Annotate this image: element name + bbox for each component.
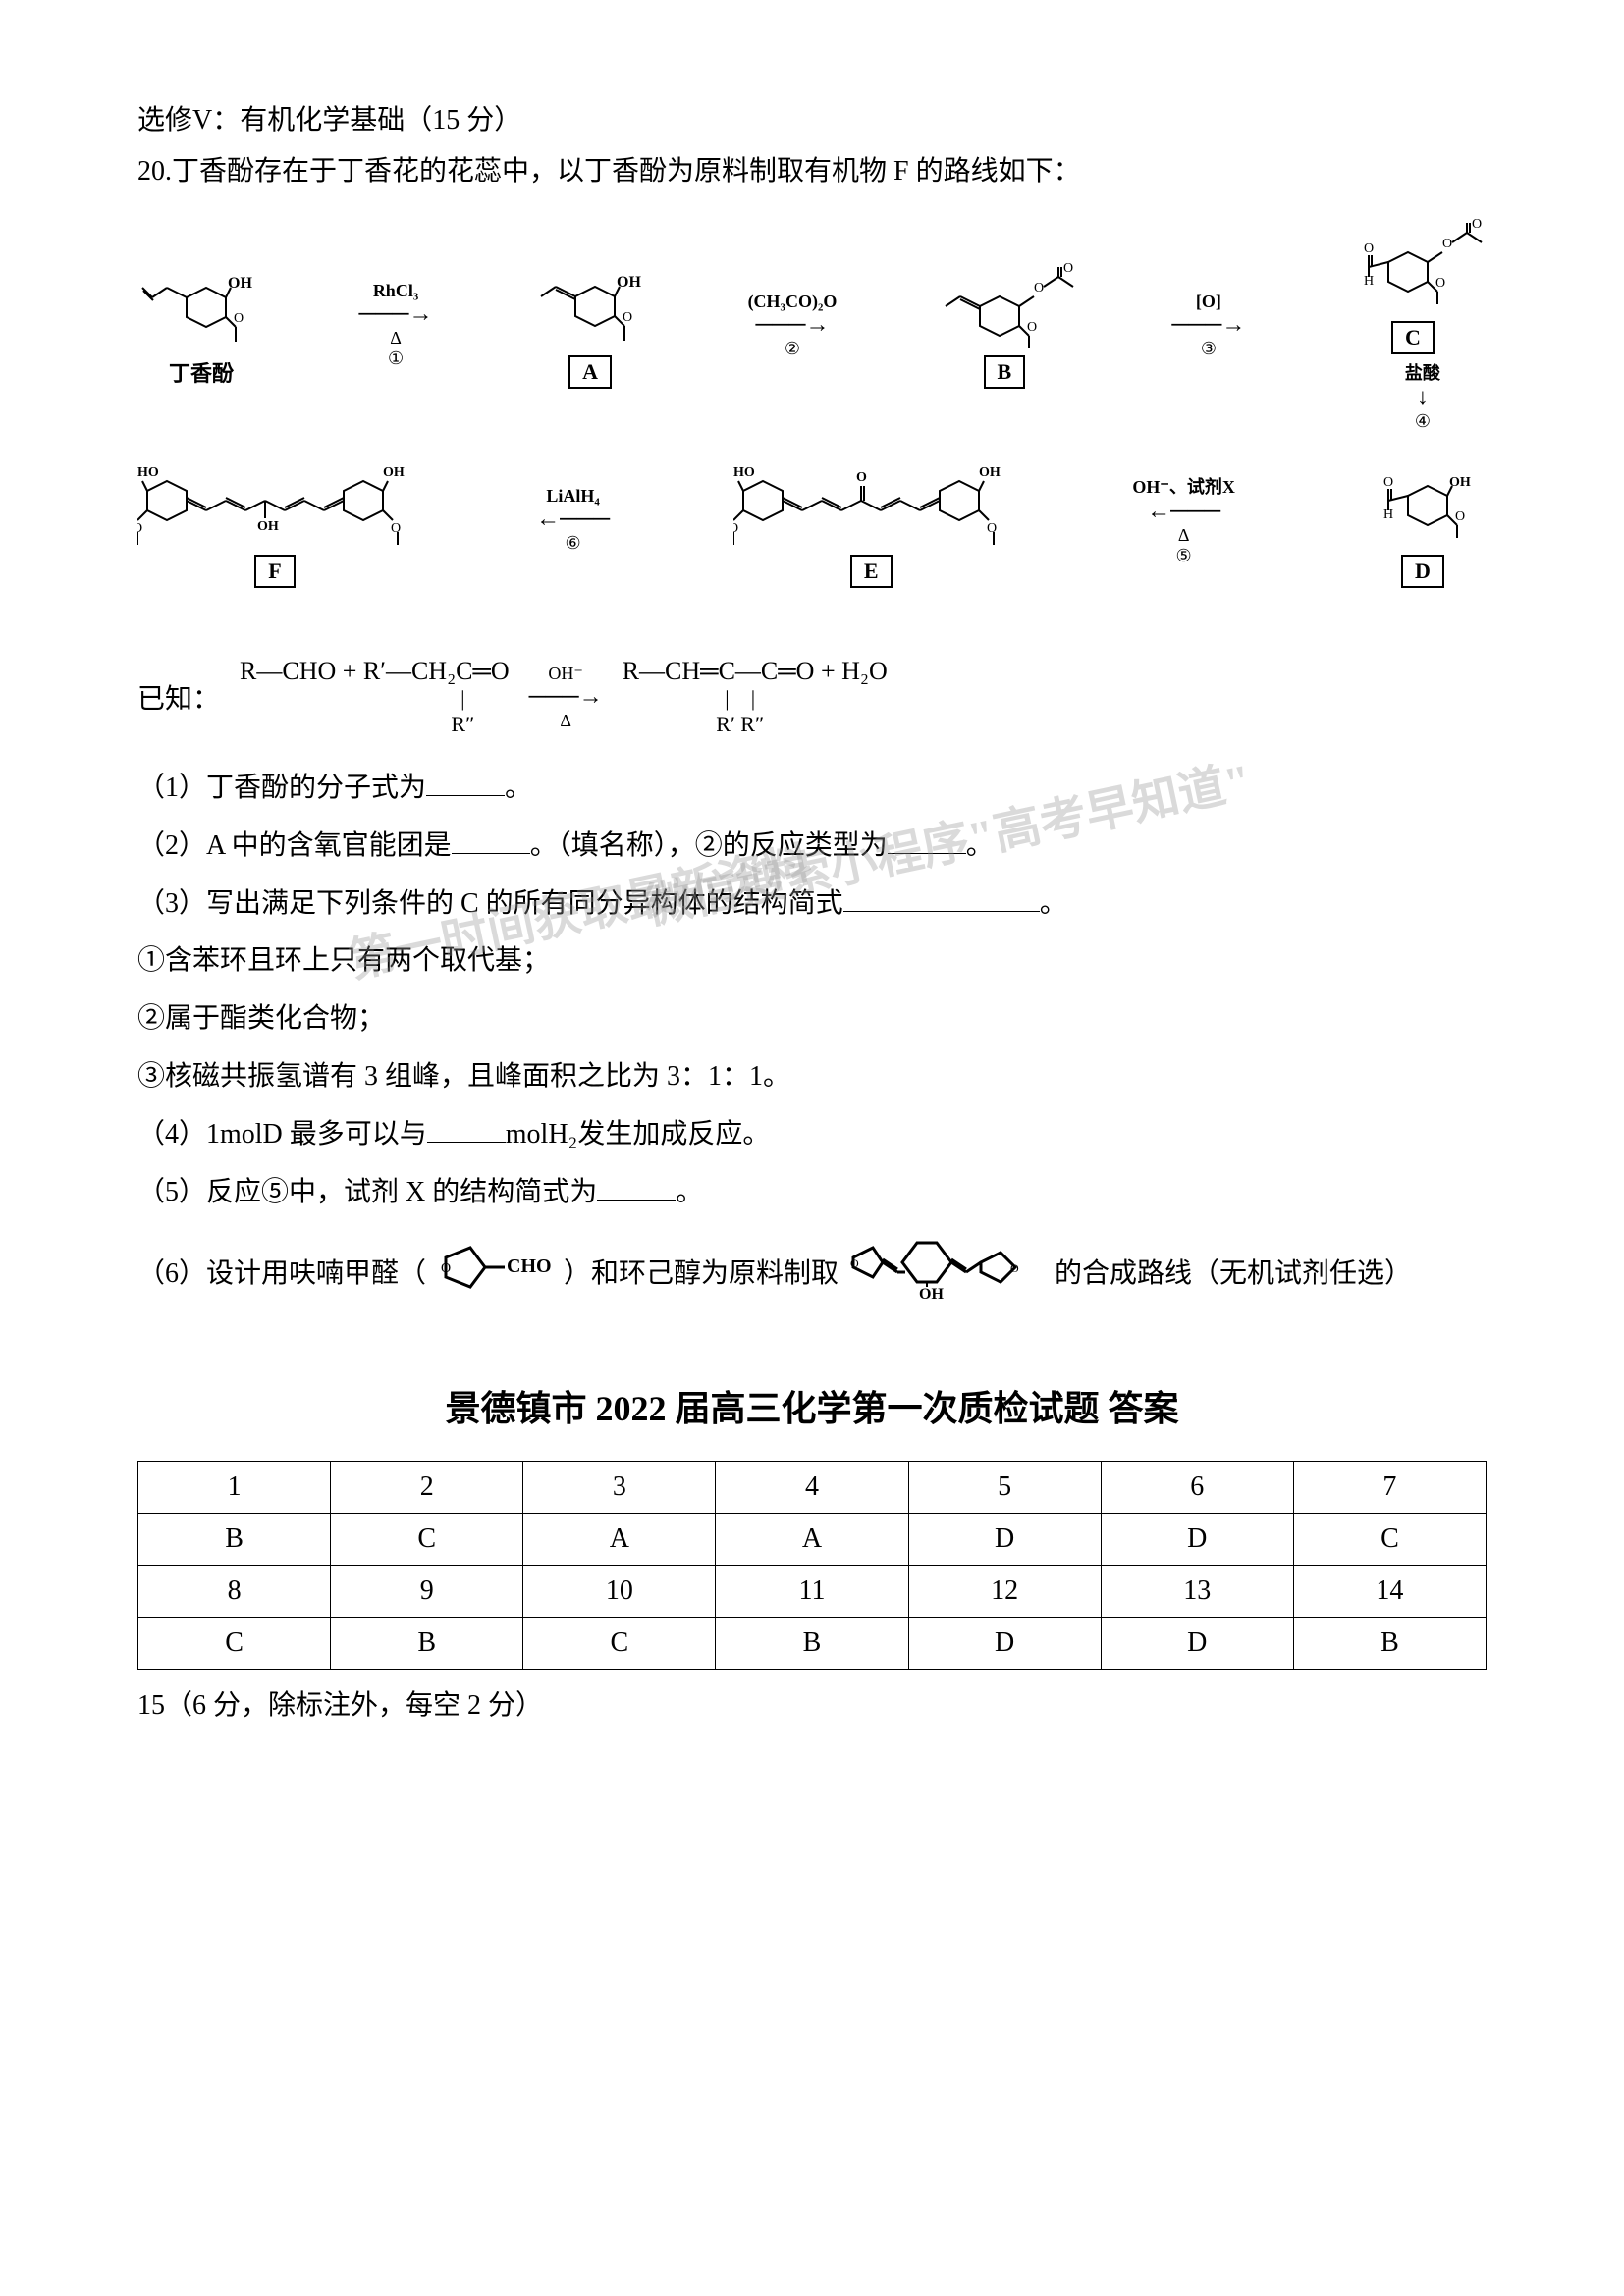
blank-2b <box>888 834 966 854</box>
answer-note: 15（6 分，除标注外，每空 2 分） <box>137 1684 1487 1729</box>
question-3b: ②属于酯类化合物； <box>137 997 1487 1041</box>
product-structure: O OH O <box>839 1228 1055 1321</box>
answer-table: 1 2 3 4 5 6 7 B C A A D D C 8 9 10 11 12… <box>137 1461 1487 1670</box>
svg-text:O: O <box>1442 237 1452 251</box>
table-row: C B C B D D B <box>138 1618 1487 1670</box>
answer-title: 景德镇市 2022 届高三化学第一次质检试题 答案 <box>137 1380 1487 1431</box>
compound-b: O O O B <box>931 262 1078 389</box>
compound-f: HO O OH OH <box>137 452 412 588</box>
question-4: （4）1molD 最多可以与molH₂发生加成反应。 <box>137 1113 1487 1157</box>
svg-text:HO: HO <box>137 465 159 480</box>
arrow-2: (CH₃CO)₂O ───→ ② <box>748 292 838 359</box>
compound-a: OH O A <box>526 262 654 389</box>
question-3a: ①含苯环且环上只有两个取代基； <box>137 939 1487 984</box>
svg-text:O: O <box>391 521 401 536</box>
svg-text:OH: OH <box>383 465 405 480</box>
svg-text:O: O <box>234 311 244 326</box>
problem-statement: 20.丁香酚存在于丁香花的花蕊中，以丁香酚为原料制取有机物 F 的路线如下： <box>137 149 1487 188</box>
arrow-3: [O] ───→ ③ <box>1171 292 1245 359</box>
compound-d: O H OH O D <box>1359 452 1487 588</box>
svg-text:OH: OH <box>919 1286 944 1303</box>
svg-text:O: O <box>987 521 997 536</box>
svg-text:O: O <box>1010 1261 1019 1275</box>
svg-text:OH: OH <box>228 275 252 292</box>
compound-eugenol: OH O 丁香酚 <box>137 263 265 388</box>
blank-4 <box>427 1123 506 1143</box>
svg-text:O: O <box>1034 281 1044 295</box>
svg-text:OH: OH <box>617 274 641 291</box>
svg-text:HO: HO <box>733 465 755 480</box>
table-row: 8 9 10 11 12 13 14 <box>138 1566 1487 1618</box>
question-3c: ③核磁共振氢谱有 3 组峰，且峰面积之比为 3：1：1。 <box>137 1055 1487 1099</box>
svg-text:O: O <box>1455 509 1465 524</box>
compound-e: HO O O OH <box>733 452 1008 588</box>
eugenol-label: 丁香酚 <box>169 356 234 388</box>
furfural-structure: O CHO <box>426 1238 564 1311</box>
svg-text:O: O <box>850 1256 859 1270</box>
reaction-scheme: OH O 丁香酚 RhCl₃ ───→ Δ ① OH <box>137 208 1487 627</box>
blank-3 <box>843 892 1040 912</box>
question-3: （3）写出满足下列条件的 C 的所有同分异构体的结构简式。 <box>137 882 1487 927</box>
table-row: B C A A D D C <box>138 1514 1487 1566</box>
svg-text:O: O <box>623 310 632 325</box>
blank-2a <box>452 834 530 854</box>
svg-text:O: O <box>856 470 867 485</box>
question-5: （5）反应⑤中，试剂 X 的结构简式为。 <box>137 1171 1487 1215</box>
known-equation: 已知： R—CHO + R′—CH₂C═O | R″ OH⁻ ───→ Δ R—… <box>137 657 1487 737</box>
svg-text:O: O <box>1063 262 1073 276</box>
svg-text:O: O <box>1027 320 1037 335</box>
struct-eugenol: OH O <box>137 263 265 351</box>
arrow-5: OH⁻、试剂X ←─── Δ ⑤ <box>1132 473 1235 566</box>
svg-text:O: O <box>1472 218 1482 232</box>
arrow-4: 盐酸 ↓ ④ <box>1405 359 1440 432</box>
arrow-6: LiAlH₄ ←─── ⑥ <box>536 486 610 554</box>
svg-text:O: O <box>1364 241 1374 256</box>
blank-1 <box>426 776 505 796</box>
svg-text:CHO: CHO <box>507 1255 552 1277</box>
svg-text:OH: OH <box>257 519 279 534</box>
svg-text:O: O <box>1383 475 1393 490</box>
arrow-1: RhCl₃ ───→ Δ ① <box>359 281 433 369</box>
blank-5 <box>597 1181 676 1201</box>
svg-text:O: O <box>441 1261 451 1276</box>
question-6: （6）设计用呋喃甲醛（ O CHO ）和环己醇为原料制取 O OH O 的合成路… <box>137 1228 1487 1321</box>
compound-c: O H O O O C 盐酸 ↓ ④ <box>1339 218 1487 432</box>
table-row: 1 2 3 4 5 6 7 <box>138 1462 1487 1514</box>
section-title: 选修V：有机化学基础（15 分） <box>137 98 1487 137</box>
svg-text:O: O <box>1435 276 1445 291</box>
question-2: （2）A 中的含氧官能团是。（填名称），②的反应类型为。 <box>137 825 1487 869</box>
svg-text:OH: OH <box>1449 475 1471 490</box>
svg-text:OH: OH <box>979 465 1001 480</box>
question-1: （1）丁香酚的分子式为。 <box>137 767 1487 811</box>
